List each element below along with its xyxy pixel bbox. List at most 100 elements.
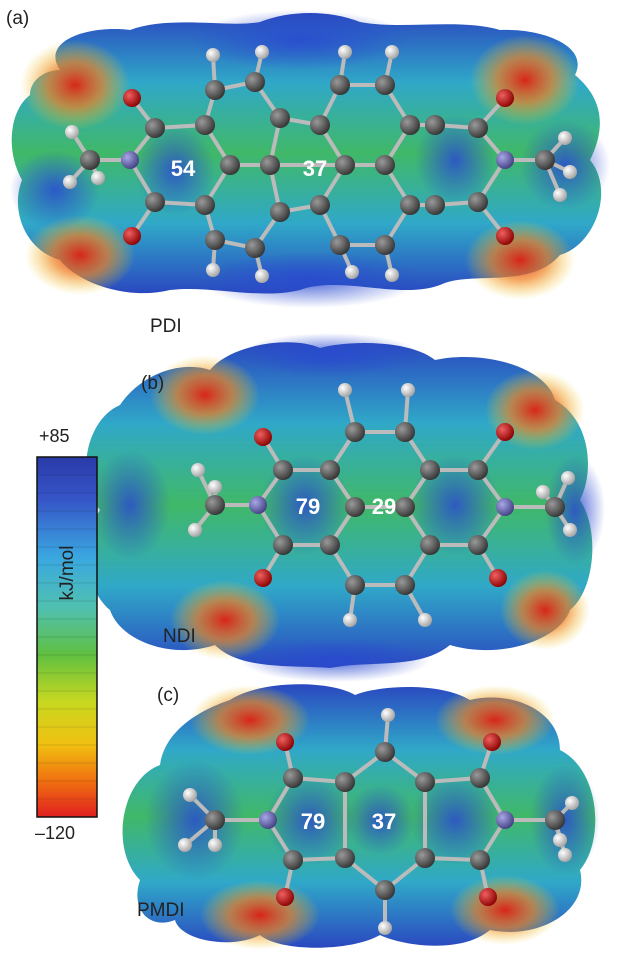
pmdi-hydrogen-atom — [208, 838, 222, 852]
ndi-value-imide: 79 — [296, 494, 320, 519]
pdi-nitrogen-atom — [121, 151, 139, 169]
pdi-oxygen-atom — [123, 89, 141, 107]
ndi-carbon-atom — [395, 497, 415, 517]
pdi-carbon-atom — [400, 115, 420, 135]
panel-b-letter: (b) — [141, 373, 165, 394]
ndi-hydrogen-atom — [563, 523, 577, 537]
ndi-hydrogen-atom — [536, 485, 550, 499]
ndi-carbon-atom — [420, 460, 440, 480]
pdi-carbon-atom — [270, 202, 290, 222]
pdi-carbon-atom — [260, 155, 280, 175]
ndi-nitrogen-atom — [496, 498, 514, 516]
ndi-hydrogen-atom — [401, 383, 415, 397]
pdi-nitrogen-atom — [496, 151, 514, 169]
pmdi-oxygen-atom — [276, 733, 294, 751]
pdi-surface — [11, 13, 602, 294]
pdi-carbon-atom — [425, 115, 445, 135]
ndi-carbon-atom — [345, 422, 365, 442]
panel-c-name: PMDI — [137, 900, 185, 921]
pdi-carbon-atom — [375, 155, 395, 175]
pdi-carbon-atom — [375, 75, 395, 95]
ndi-oxygen-atom — [489, 569, 507, 587]
pdi-value-core: 37 — [303, 156, 327, 181]
pmdi-oxygen-atom — [479, 888, 497, 906]
ndi-value-core: 29 — [372, 494, 396, 519]
pmdi-hydrogen-atom — [381, 708, 395, 722]
ndi-carbon-atom — [273, 535, 293, 555]
pmdi-carbon-atom — [375, 880, 395, 900]
pmdi-oxygen-atom — [483, 733, 501, 751]
pdi-carbon-atom — [330, 235, 350, 255]
panel-c-letter: (c) — [157, 685, 180, 706]
ndi-carbon-atom — [395, 575, 415, 595]
pmdi-hydrogen-atom — [183, 788, 197, 802]
pmdi-carbon-atom — [283, 768, 303, 788]
pdi-value-imide: 54 — [171, 156, 196, 181]
ndi-hydrogen-atom — [561, 471, 575, 485]
pmdi-carbon-atom — [335, 848, 355, 868]
scale-max-label: +85 — [39, 426, 70, 446]
pmdi-map: 79 37 — [122, 684, 600, 950]
pdi-oxygen-atom — [496, 227, 514, 245]
pmdi-hydrogen-atom — [553, 833, 567, 847]
pdi-hydrogen-atom — [206, 263, 220, 277]
pmdi-carbon-atom — [205, 810, 225, 830]
pmdi-hydrogen-atom — [178, 838, 192, 852]
pdi-hydrogen-atom — [385, 268, 399, 282]
pdi-hydrogen-atom — [255, 45, 269, 59]
ndi-hydrogen-atom — [343, 613, 357, 627]
pmdi-carbon-atom — [470, 768, 490, 788]
ndi-hydrogen-atom — [338, 383, 352, 397]
pmdi-value-imide: 79 — [301, 809, 325, 834]
color-scale-bar — [36, 456, 98, 818]
pdi-carbon-atom — [468, 192, 488, 212]
pdi-carbon-atom — [220, 155, 240, 175]
pdi-hydrogen-atom — [65, 125, 79, 139]
pdi-carbon-atom — [195, 195, 215, 215]
ndi-carbon-atom — [320, 460, 340, 480]
ndi-carbon-atom — [468, 460, 488, 480]
pdi-hydrogen-atom — [91, 171, 105, 185]
pdi-carbon-atom — [310, 115, 330, 135]
pdi-hydrogen-atom — [563, 165, 577, 179]
ndi-carbon-atom — [468, 535, 488, 555]
pdi-hydrogen-atom — [385, 45, 399, 59]
pdi-hydrogen-atom — [206, 48, 220, 62]
panel-a-name: PDI — [150, 316, 182, 337]
ndi-oxygen-atom — [496, 423, 514, 441]
pdi-map: 54 37 — [10, 10, 610, 308]
pdi-carbon-atom — [245, 72, 265, 92]
pdi-hydrogen-atom — [338, 45, 352, 59]
pdi-hydrogen-atom — [345, 265, 359, 279]
pdi-carbon-atom — [468, 118, 488, 138]
pdi-carbon-atom — [425, 195, 445, 215]
pmdi-carbon-atom — [415, 848, 435, 868]
pmdi-nitrogen-atom — [259, 811, 277, 829]
pmdi-carbon-atom — [375, 742, 395, 762]
ndi-carbon-atom — [205, 495, 225, 515]
ndi-carbon-atom — [395, 422, 415, 442]
pdi-carbon-atom — [535, 150, 555, 170]
pdi-oxygen-atom — [123, 227, 141, 245]
ndi-nitrogen-atom — [249, 496, 267, 514]
ndi-carbon-atom — [273, 460, 293, 480]
pdi-carbon-atom — [205, 80, 225, 100]
pdi-carbon-atom — [145, 192, 165, 212]
ndi-hydrogen-atom — [418, 613, 432, 627]
pmdi-carbon-atom — [545, 810, 565, 830]
panel-a-letter: (a) — [6, 8, 30, 29]
pdi-hydrogen-atom — [553, 188, 567, 202]
pdi-carbon-atom — [245, 238, 265, 258]
ndi-hydrogen-atom — [208, 480, 222, 494]
pdi-hydrogen-atom — [255, 269, 269, 283]
ndi-carbon-atom — [345, 575, 365, 595]
scale-min-label: –120 — [35, 823, 76, 843]
color-scale-bands — [37, 474, 97, 800]
ndi-carbon-atom — [545, 497, 565, 517]
pmdi-hydrogen-atom — [558, 848, 572, 862]
pdi-carbon-atom — [80, 150, 100, 170]
pmdi-value-core: 37 — [372, 809, 396, 834]
pdi-carbon-atom — [145, 118, 165, 138]
pdi-carbon-atom — [195, 115, 215, 135]
pmdi-carbon-atom — [415, 772, 435, 792]
